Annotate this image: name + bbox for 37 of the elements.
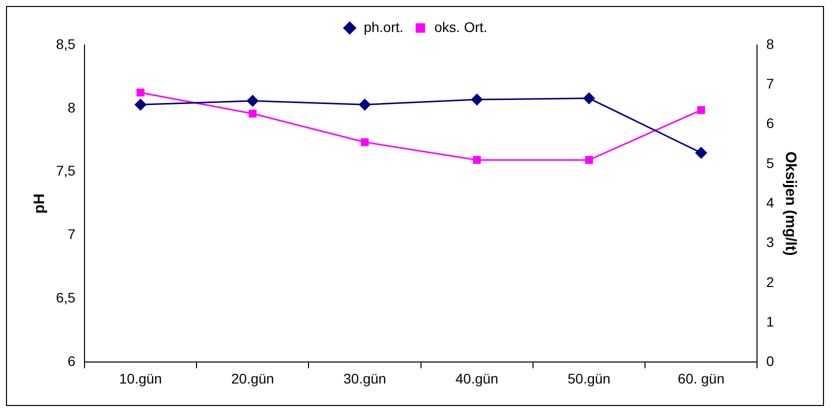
point [246, 95, 258, 107]
y-tick-label: 6 [68, 353, 76, 370]
y-tick-label: 8 [68, 99, 76, 116]
y2-tick-label: 7 [766, 76, 774, 92]
point [134, 98, 146, 110]
y2-tick-label: 5 [766, 154, 774, 171]
x-tick-label: 40.gün [455, 370, 498, 386]
point [136, 88, 144, 97]
x-tick-label: 50.gün [568, 370, 610, 386]
y-tick-label: 6,5 [56, 290, 76, 306]
y2-axis-title: Oksijen (mg/lt) [782, 152, 799, 256]
legend-label: oks. Ort. [434, 18, 488, 35]
point [248, 110, 257, 118]
y-axis-title: pH [31, 194, 48, 214]
legend-label: ph.ort. [364, 18, 404, 35]
point [359, 98, 371, 110]
y2-tick-label: 2 [766, 274, 774, 290]
y-tick-label: 7 [68, 226, 76, 242]
y2-tick-label: 3 [766, 234, 774, 250]
y-tick-label: 8,5 [56, 36, 76, 52]
y2-tick-label: 0 [766, 353, 774, 370]
point [471, 94, 483, 106]
x-tick-label: 10.gün [119, 370, 162, 386]
point [583, 92, 595, 104]
point [585, 156, 593, 164]
x-tick-label: 30.gün [343, 370, 386, 386]
y2-tick-label: 6 [766, 115, 774, 132]
y-tick-label: 7,5 [56, 162, 76, 179]
x-tick-label: 60. gün [678, 370, 725, 386]
point [472, 156, 481, 164]
x-tick-label: 20.gün [231, 370, 274, 386]
y2-tick-label: 1 [766, 313, 774, 330]
point [360, 138, 369, 146]
point [697, 106, 706, 114]
y2-tick-label: 8 [766, 36, 774, 52]
y2-tick-label: 4 [766, 194, 774, 210]
point [695, 147, 707, 159]
